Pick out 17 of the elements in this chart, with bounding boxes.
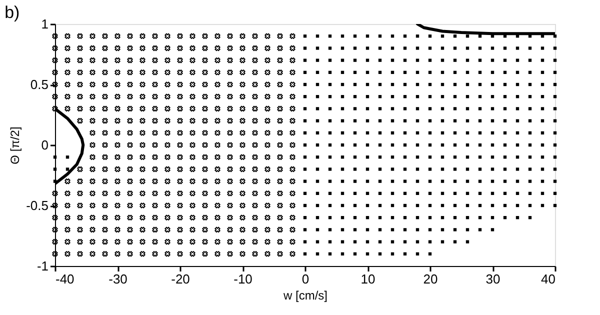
text: b) — [4, 3, 20, 22]
x-axis-title: w [cm/s] — [282, 288, 328, 302]
y-axis-title: Θ [π/2] — [8, 126, 22, 164]
x-tick-label: 10 — [360, 272, 376, 286]
x-tick-label: -20 — [171, 272, 190, 286]
x-tick-label: -10 — [234, 272, 252, 286]
x-tick-label: -40 — [56, 272, 74, 286]
y-tick-label: -1 — [36, 258, 48, 274]
x-tick-label: -30 — [108, 272, 128, 286]
x-tick-label: 40 — [541, 272, 556, 286]
y-tick-label: -0.5 — [26, 198, 48, 213]
y-tick-label: 0 — [41, 138, 48, 152]
x-tick-label: 30 — [486, 272, 500, 286]
y-tick-label: 1 — [41, 16, 48, 32]
y-tick-label: 0.5 — [30, 77, 48, 92]
x-tick-label: 20 — [423, 272, 438, 286]
x-tick-label: 0 — [302, 272, 310, 286]
